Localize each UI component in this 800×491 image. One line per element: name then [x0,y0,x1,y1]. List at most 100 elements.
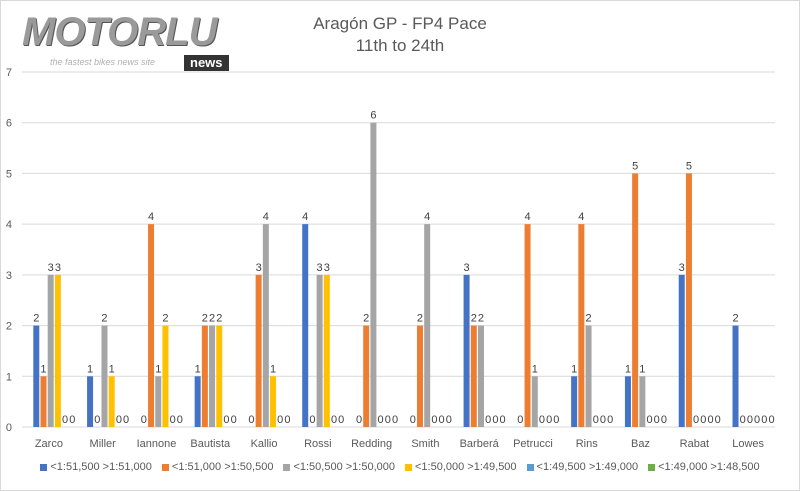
data-label: 0 [410,414,416,426]
y-tick-label: 7 [6,67,12,79]
data-label: 1 [639,363,645,375]
y-tick-label: 0 [6,422,12,434]
bar [47,274,54,427]
data-label: 0 [356,414,362,426]
bar [363,325,370,427]
data-label: 0 [338,414,344,426]
data-label: 0 [378,414,384,426]
bar [155,376,162,427]
data-label: 0 [170,414,176,426]
bar [732,325,739,427]
legend-swatch [526,463,534,471]
data-label: 0 [593,414,599,426]
data-label: 0 [69,414,75,426]
bar [571,376,578,427]
data-label: 0 [331,414,337,426]
legend-item: <1:50,500 >1:50,000 [283,461,395,473]
bar [216,325,223,427]
legend-swatch [648,463,656,471]
data-label: 0 [754,414,760,426]
bar [585,325,592,427]
bar [477,325,484,427]
bar [685,173,692,427]
data-label: 3 [464,262,470,274]
data-label: 0 [385,414,391,426]
data-label: 0 [277,414,283,426]
data-label: 0 [600,414,606,426]
x-tick-label: Redding [351,438,392,450]
bar [54,274,61,427]
bar [302,224,309,427]
data-label: 1 [625,363,631,375]
data-label: 0 [715,414,721,426]
data-label: 0 [553,414,559,426]
data-label: 3 [256,262,262,274]
data-label: 2 [732,313,738,325]
x-tick-label: Rossi [304,438,332,450]
x-tick-label: Zarco [35,438,63,450]
bar [270,376,277,427]
data-label: 0 [747,414,753,426]
data-label: 0 [231,414,237,426]
data-label: 3 [55,262,61,274]
data-label: 2 [202,313,208,325]
data-label: 2 [216,313,222,325]
data-label: 0 [707,414,713,426]
bar [624,376,631,427]
bar [470,325,477,427]
data-label: 1 [109,363,115,375]
data-label: 0 [492,414,498,426]
data-label: 0 [768,414,774,426]
bar [424,224,431,427]
y-tick-label: 1 [6,371,12,383]
x-tick-label: Iannone [137,438,177,450]
data-label: 2 [471,313,477,325]
data-label: 0 [661,414,667,426]
data-label: 4 [525,211,531,223]
bar [162,325,169,427]
x-tick-label: Smith [411,438,439,450]
bar [463,274,470,427]
data-label: 0 [123,414,129,426]
bar [33,325,40,427]
data-label: 0 [223,414,229,426]
data-label: 0 [654,414,660,426]
data-label: 3 [317,262,323,274]
data-label: 4 [578,211,584,223]
bar [524,224,531,427]
data-label: 0 [517,414,523,426]
legend-label: <1:51,500 >1:51,000 [50,461,152,473]
y-tick-label: 4 [6,219,12,231]
data-label: 2 [209,313,215,325]
data-label: 0 [446,414,452,426]
data-label: 0 [740,414,746,426]
bar [148,224,155,427]
data-label: 2 [101,313,107,325]
data-label: 5 [632,160,638,172]
data-label: 4 [148,211,154,223]
motorlu-logo: MOTORLU the fastest bikes news site news [22,10,237,72]
bar [101,325,108,427]
data-label: 3 [324,262,330,274]
legend-label: <1:50,000 >1:49,500 [415,461,517,473]
data-label: 3 [679,262,685,274]
legend-item: <1:51,000 >1:50,500 [161,461,273,473]
data-label: 0 [539,414,545,426]
data-label: 1 [270,363,276,375]
bar [201,325,208,427]
bar [194,376,201,427]
y-tick-label: 5 [6,168,12,180]
data-label: 4 [302,211,308,223]
data-label: 0 [607,414,613,426]
data-label: 2 [363,313,369,325]
data-label: 0 [284,414,290,426]
bar [639,376,646,427]
data-label: 1 [532,363,538,375]
bar [578,224,585,427]
bar [87,376,94,427]
data-label: 0 [177,414,183,426]
data-label: 3 [48,262,54,274]
legend-swatch [40,463,48,471]
data-label: 1 [571,363,577,375]
